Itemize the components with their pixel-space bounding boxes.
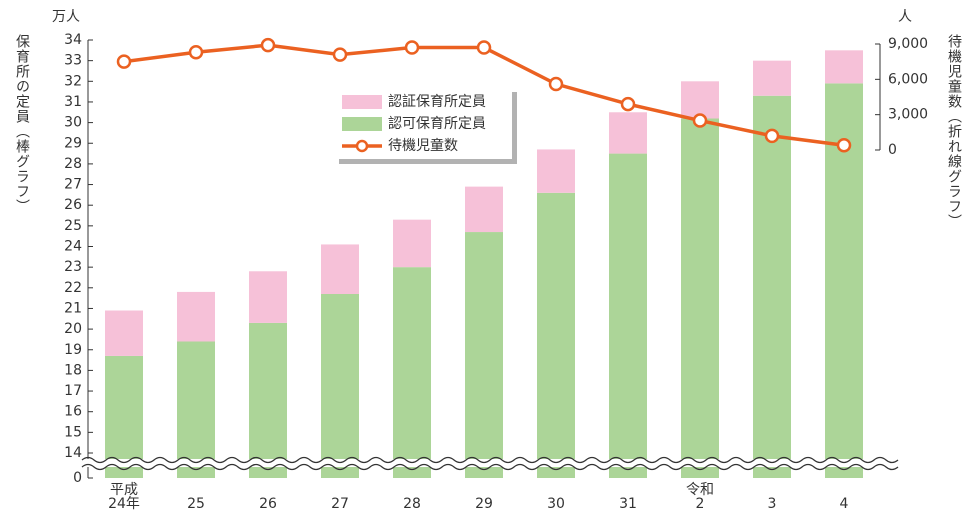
x-tick-label: 27 [331, 496, 349, 510]
y-tick-label: 0 [73, 470, 82, 486]
y2-tick-label: 6,000 [888, 71, 928, 87]
bar [609, 112, 647, 153]
bar [249, 323, 287, 478]
legend-swatch [342, 95, 382, 109]
bar [105, 311, 143, 356]
line-marker [838, 139, 850, 151]
bar [681, 118, 719, 478]
line-marker [262, 39, 274, 51]
y-axis-label: 保育所の定員（棒グラフ） [14, 34, 30, 214]
chart: 万人 保育所の定員（棒グラフ） 人 待機児童数（折れ線グラフ） 0 14 15 16 1… [0, 0, 967, 510]
line-marker [550, 78, 562, 90]
x-tick-label: 2 [696, 496, 705, 510]
bar [393, 267, 431, 478]
y-tick-label: 15 [64, 424, 82, 440]
y-tick-label: 22 [64, 280, 82, 296]
bar [321, 294, 359, 478]
y-tick-label: 28 [64, 156, 82, 172]
bar [681, 81, 719, 118]
line-marker [622, 98, 634, 110]
y-tick-label: 20 [64, 321, 82, 337]
y-tick-label: 14 [64, 445, 82, 461]
y-tick-label: 25 [64, 218, 82, 234]
y-tick-label: 18 [64, 362, 82, 378]
legend-label: 認可保育所定員 [388, 116, 486, 132]
legend-swatch [342, 117, 382, 131]
x-tick-label: 31 [619, 496, 637, 510]
bar [753, 96, 791, 478]
x-tick-label: 29 [475, 496, 493, 510]
legend-label: 待機児童数 [388, 137, 458, 154]
y-tick-label: 32 [64, 73, 82, 89]
y2-tick-label: 9,000 [888, 36, 928, 52]
y-tick-label: 26 [64, 197, 82, 213]
y-tick-label: 16 [64, 404, 82, 420]
y2-axis-label: 待機児童数（折れ線グラフ） [946, 34, 962, 229]
x-tick-label: 26 [259, 496, 277, 510]
y2-tick-label: 3,000 [888, 107, 928, 123]
y-tick-label: 31 [64, 94, 82, 110]
y-tick-label: 17 [64, 383, 82, 399]
legend-label: 認証保育所定員 [388, 94, 486, 110]
x-tick-label: 4 [840, 496, 849, 510]
x-tick-label: 3 [768, 496, 777, 510]
bar [393, 220, 431, 267]
line-marker [190, 46, 202, 58]
line-marker [118, 56, 130, 68]
bar [177, 292, 215, 342]
bar [465, 187, 503, 232]
bar [537, 193, 575, 478]
y-tick-label: 27 [64, 177, 82, 193]
bar [465, 232, 503, 478]
x-tick-label: 30 [547, 496, 565, 510]
bar [249, 271, 287, 323]
y-tick-label: 23 [64, 259, 82, 275]
y-tick-label: 30 [64, 115, 82, 131]
x-tick-label: 28 [403, 496, 421, 510]
line-marker [694, 115, 706, 127]
bar [609, 154, 647, 478]
line-marker [334, 49, 346, 61]
x-tick-label: 24年 [108, 496, 140, 510]
x-tick-label: 25 [187, 496, 205, 510]
y-tick-label: 33 [64, 53, 82, 69]
y-unit: 万人 [52, 9, 80, 25]
bar [321, 244, 359, 294]
bar [825, 50, 863, 83]
line-marker [478, 42, 490, 54]
y-tick-label: 34 [64, 32, 82, 48]
y-tick-label: 19 [64, 342, 82, 358]
line-marker [766, 130, 778, 142]
bar [537, 149, 575, 192]
y-tick-label: 24 [64, 239, 82, 255]
bar [753, 61, 791, 96]
legend-swatch-marker [357, 141, 367, 151]
line-marker [406, 42, 418, 54]
y2-tick-label: 0 [888, 142, 897, 158]
y2-unit: 人 [898, 9, 912, 25]
y-tick-label: 21 [64, 300, 82, 316]
y-tick-label: 29 [64, 135, 82, 151]
